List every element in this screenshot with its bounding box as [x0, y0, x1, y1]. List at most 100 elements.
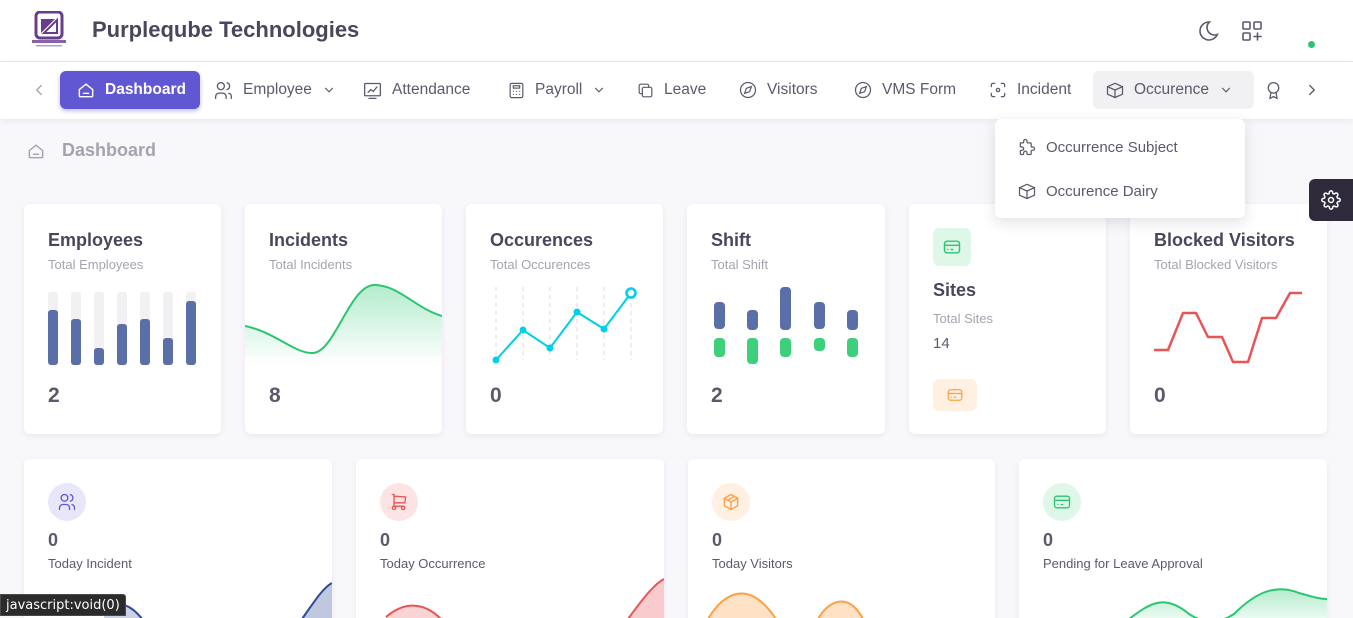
menu-scroll-right-button[interactable]	[1303, 71, 1330, 109]
chevron-down-icon	[595, 87, 604, 93]
menu-label: Employee	[243, 81, 312, 98]
menu-item-dashboard[interactable]: Dashboard	[60, 71, 200, 109]
menu-item-attendance[interactable]: Attendance	[362, 71, 470, 109]
main-menu-bar: Dashboard Employee Attendance Payroll Le…	[0, 62, 1353, 119]
menu-label: Incident	[1017, 81, 1072, 98]
box-icon	[1018, 183, 1036, 200]
menu-item-leave[interactable]: Leave	[636, 71, 706, 109]
card-value: 2	[711, 384, 723, 407]
card-value: 8	[269, 384, 281, 407]
menu-item-vms-form[interactable]: VMS Form	[853, 71, 956, 109]
menu-label: VMS Form	[882, 81, 957, 98]
card-label: Pending for Leave Approval	[1043, 556, 1203, 571]
today-incident-card: 0 Today Incident	[24, 459, 332, 618]
dropdown-item-occurence-dairy[interactable]: Occurence Dairy	[1017, 180, 1158, 202]
crosshair-icon	[990, 82, 1006, 98]
chevron-right-icon	[1309, 84, 1316, 96]
card-title: Blocked Visitors	[1154, 230, 1295, 250]
menu-item-visitors[interactable]: Visitors	[738, 71, 818, 109]
card-title: Shift	[711, 230, 751, 250]
copy-icon	[638, 83, 653, 97]
browser-status-bar: javascript:void(0)	[0, 594, 126, 616]
card-value: 0	[48, 530, 59, 550]
menu-label: Occurence	[1134, 81, 1209, 98]
calculator-icon	[509, 82, 524, 98]
chart-icon	[363, 82, 382, 99]
stat-card-incidents: Incidents Total Incidents 8	[245, 204, 442, 434]
brand-name: Purpleqube Technologies	[92, 17, 360, 42]
shift-bar-sparkline	[714, 287, 858, 364]
online-status-dot	[1308, 41, 1315, 48]
menu-item-payroll[interactable]: Payroll	[507, 71, 615, 109]
stat-card-employees: Employees Total Employees 2	[24, 204, 221, 434]
today-visitors-card: 0 Today Visitors	[688, 459, 995, 618]
company-logo[interactable]	[30, 10, 68, 49]
card-title: Employees	[48, 230, 144, 250]
moon-icon[interactable]	[1197, 19, 1221, 43]
card-value: 0	[380, 530, 391, 550]
card-subtitle: Total Employees	[48, 257, 144, 272]
menu-label: Attendance	[392, 81, 471, 98]
dropdown-item-occurrence-subject[interactable]: Occurrence Subject	[1017, 136, 1178, 158]
card-label: Today Visitors	[712, 556, 793, 571]
dropdown-item-label: Occurence Dairy	[1046, 182, 1158, 200]
today-occurrence-area-chart	[385, 578, 664, 618]
card-title: Sites	[933, 280, 977, 300]
card-label: Today Occurrence	[380, 556, 486, 571]
award-icon	[1267, 81, 1280, 100]
cart-icon	[380, 483, 418, 521]
menu-label: Visitors	[767, 81, 818, 98]
chevron-left-icon	[35, 84, 42, 96]
dropdown-item-label: Occurrence Subject	[1046, 138, 1178, 156]
home-icon	[28, 143, 44, 158]
card-subtitle: Total Occurences	[490, 257, 591, 272]
card-value: 0	[1043, 530, 1054, 550]
chevron-down-icon	[324, 87, 334, 93]
top-bar: Purpleqube Technologies	[0, 0, 1353, 62]
stat-card-sites: Sites Total Sites 14	[909, 204, 1106, 434]
sites-count: 14	[933, 335, 950, 352]
package-icon	[712, 483, 750, 521]
home-icon	[78, 83, 94, 98]
puzzle-icon	[1019, 138, 1036, 156]
occurence-dropdown-menu: Occurrence Subject Occurence Dairy	[995, 119, 1245, 218]
menu-scroll-left-button[interactable]	[30, 71, 57, 109]
card-value: 0	[490, 384, 502, 407]
card-label: Today Incident	[48, 556, 132, 571]
credit-card-icon	[933, 379, 977, 411]
menu-item-incident[interactable]: Incident	[988, 71, 1071, 109]
menu-label: Dashboard	[105, 81, 186, 98]
today-occurrence-card: 0 Today Occurrence	[356, 459, 664, 618]
card-subtitle: Total Incidents	[269, 257, 353, 272]
menu-label: Leave	[664, 81, 707, 98]
card-value: 0	[712, 530, 723, 550]
card-title: Incidents	[269, 230, 349, 250]
settings-customizer-button[interactable]	[1309, 179, 1353, 221]
blocked-visitors-line-sparkline	[1154, 291, 1302, 364]
pending-leave-approval-card: 0 Pending for Leave Approval	[1019, 459, 1327, 618]
card-value: 2	[48, 384, 60, 407]
breadcrumb: Dashboard	[26, 140, 156, 161]
menu-label: Payroll	[535, 81, 583, 98]
menu-item-employee[interactable]: Employee	[213, 71, 345, 109]
stat-card-occurences: Occurences Total Occurences 0	[466, 204, 663, 434]
credit-card-icon	[1043, 483, 1081, 521]
card-value: 0	[1154, 384, 1166, 407]
employees-bar-sparkline	[48, 292, 196, 365]
grid-plus-icon[interactable]	[1240, 19, 1264, 43]
menu-item-awards[interactable]	[1263, 71, 1293, 109]
today-visitors-area-chart	[707, 592, 864, 618]
gear-icon	[1321, 190, 1341, 210]
card-subtitle: Total Blocked Visitors	[1154, 257, 1278, 272]
pending-leave-area-chart	[1128, 588, 1327, 618]
stat-card-blocked-visitors: Blocked Visitors Total Blocked Visitors …	[1130, 204, 1327, 434]
credit-card-icon	[933, 228, 971, 266]
card-subtitle: Total Sites	[933, 311, 993, 326]
stat-card-shift: Shift Total Shift 2	[687, 204, 885, 434]
compass-icon	[854, 81, 872, 99]
compass-icon	[739, 81, 757, 99]
menu-item-occurence[interactable]: Occurence	[1093, 71, 1254, 109]
occurences-line-sparkline	[492, 287, 637, 364]
breadcrumb-label: Dashboard	[62, 140, 157, 160]
card-title: Occurences	[490, 230, 594, 250]
